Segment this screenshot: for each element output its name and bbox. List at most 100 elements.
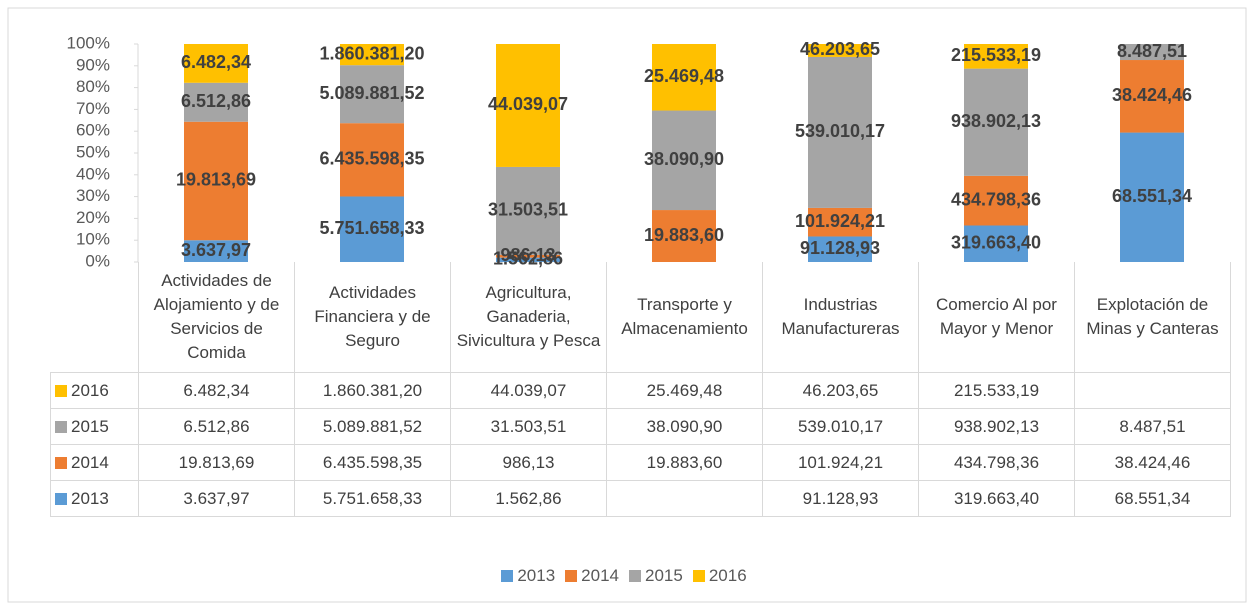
bar-segment (1120, 60, 1184, 133)
table-cell: 3.637,97 (138, 480, 295, 517)
data-label: 101.924,21 (795, 211, 885, 231)
y-tick-label: 40% (76, 164, 110, 183)
table-cell: 215.533,19 (918, 372, 1075, 409)
data-label: 19.883,60 (644, 225, 724, 245)
bar-segment (496, 254, 560, 258)
table-cell: 44.039,07 (450, 372, 607, 409)
table-cell: 38.090,90 (606, 408, 763, 445)
bar-segment (340, 65, 404, 124)
legend-swatch (565, 570, 578, 582)
data-label: 5.089.881,52 (319, 83, 424, 103)
table-cell: 319.663,40 (918, 480, 1075, 517)
legend-swatch (55, 492, 67, 505)
table-row-name: 2013 (71, 488, 109, 508)
data-label: 539.010,17 (795, 121, 885, 141)
table-row-key: 2013 (50, 480, 139, 517)
table-cell: 38.424,46 (1074, 444, 1231, 481)
table-cell (606, 480, 763, 517)
data-label: 6.435.598,35 (319, 149, 424, 169)
table-cell: 5.751.658,33 (294, 480, 451, 517)
bar-segment (964, 175, 1028, 226)
legend-item: 2015 (629, 566, 683, 586)
legend-label: 2013 (517, 566, 556, 585)
data-label: 44.039,07 (488, 94, 568, 114)
x-tick-label: Actividades de Alojamiento y de Servicio… (138, 262, 295, 373)
bar-segment (340, 123, 404, 197)
legend-swatch (55, 420, 67, 433)
legend-label: 2015 (645, 566, 683, 585)
legend-item: 2014 (565, 566, 619, 586)
data-label: 986,13 (500, 245, 555, 265)
bar-segment (808, 236, 872, 262)
y-tick-label: 0% (85, 251, 110, 270)
table-cell: 434.798,36 (918, 444, 1075, 481)
data-label: 319.663,40 (951, 232, 1041, 252)
table-cell: 8.487,51 (1074, 408, 1231, 445)
data-label: 68.551,34 (1112, 186, 1192, 206)
bar-segment (496, 166, 560, 255)
x-tick-label: Transporte y Almacenamiento (606, 262, 763, 373)
table-row-key: 2016 (50, 372, 139, 409)
data-label: 1.562,86 (493, 249, 563, 269)
data-label: 19.813,69 (176, 170, 256, 190)
legend-swatch (55, 384, 67, 397)
bar-segment (964, 225, 1028, 262)
bar-segment (652, 210, 716, 262)
legend-swatch (629, 570, 641, 582)
table-cell: 6.435.598,35 (294, 444, 451, 481)
bar-segment (808, 44, 872, 57)
bar-segment (184, 82, 248, 122)
x-tick-label: Industrias Manufactureras (762, 262, 919, 373)
data-label: 5.751.658,33 (319, 218, 424, 238)
data-label: 25.469,48 (644, 66, 724, 86)
table-cell (1074, 372, 1231, 409)
legend-label: 2016 (708, 566, 747, 585)
table-cell: 539.010,17 (762, 408, 919, 445)
y-tick-label: 80% (76, 77, 110, 96)
table-cell: 5.089.881,52 (294, 408, 451, 445)
bar-segment (184, 44, 248, 83)
bar-segment (184, 240, 248, 262)
legend-swatch (55, 456, 67, 469)
data-label: 8.487,51 (1117, 41, 1187, 61)
x-tick-label: Actividades Financiera y de Seguro (294, 262, 451, 373)
y-tick-label: 10% (76, 230, 110, 249)
bar-segment (808, 56, 872, 208)
y-tick-label: 90% (76, 55, 110, 74)
legend-item: 2016 (692, 566, 747, 586)
table-cell: 986,13 (450, 444, 607, 481)
table-row-name: 2015 (71, 416, 109, 436)
table-row-key: 2015 (50, 408, 139, 445)
y-tick-label: 20% (76, 208, 110, 227)
data-label: 46.203,65 (800, 39, 880, 59)
bar-segment (496, 257, 560, 262)
table-cell: 31.503,51 (450, 408, 607, 445)
x-tick-label: Comercio Al por Mayor y Menor (918, 262, 1075, 373)
legend: 2013 2014 2015 2016 (0, 564, 1248, 588)
y-tick-label: 30% (76, 186, 110, 205)
legend-item: 2013 (501, 566, 555, 586)
table-cell: 101.924,21 (762, 444, 919, 481)
bar-segment (184, 121, 248, 241)
y-tick-label: 100% (67, 33, 110, 52)
bar-segment (1120, 44, 1184, 61)
y-tick-label: 50% (76, 142, 110, 161)
bar-segment (496, 44, 560, 167)
table-cell: 938.902,13 (918, 408, 1075, 445)
data-label: 938.902,13 (951, 111, 1041, 131)
table-row-name: 2016 (71, 380, 109, 400)
data-label: 6.482,34 (181, 52, 251, 72)
table-cell: 19.813,69 (138, 444, 295, 481)
legend-swatch (501, 570, 514, 582)
bar-segment (340, 196, 404, 262)
table-cell: 19.883,60 (606, 444, 763, 481)
bar-segment (1120, 132, 1184, 262)
bar-segment (964, 68, 1028, 176)
data-label: 1.860.381,20 (319, 43, 424, 63)
bar-segment (808, 207, 872, 237)
data-label: 38.090,90 (644, 149, 724, 169)
bar-segment (340, 44, 404, 66)
table-cell: 1.562,86 (450, 480, 607, 517)
